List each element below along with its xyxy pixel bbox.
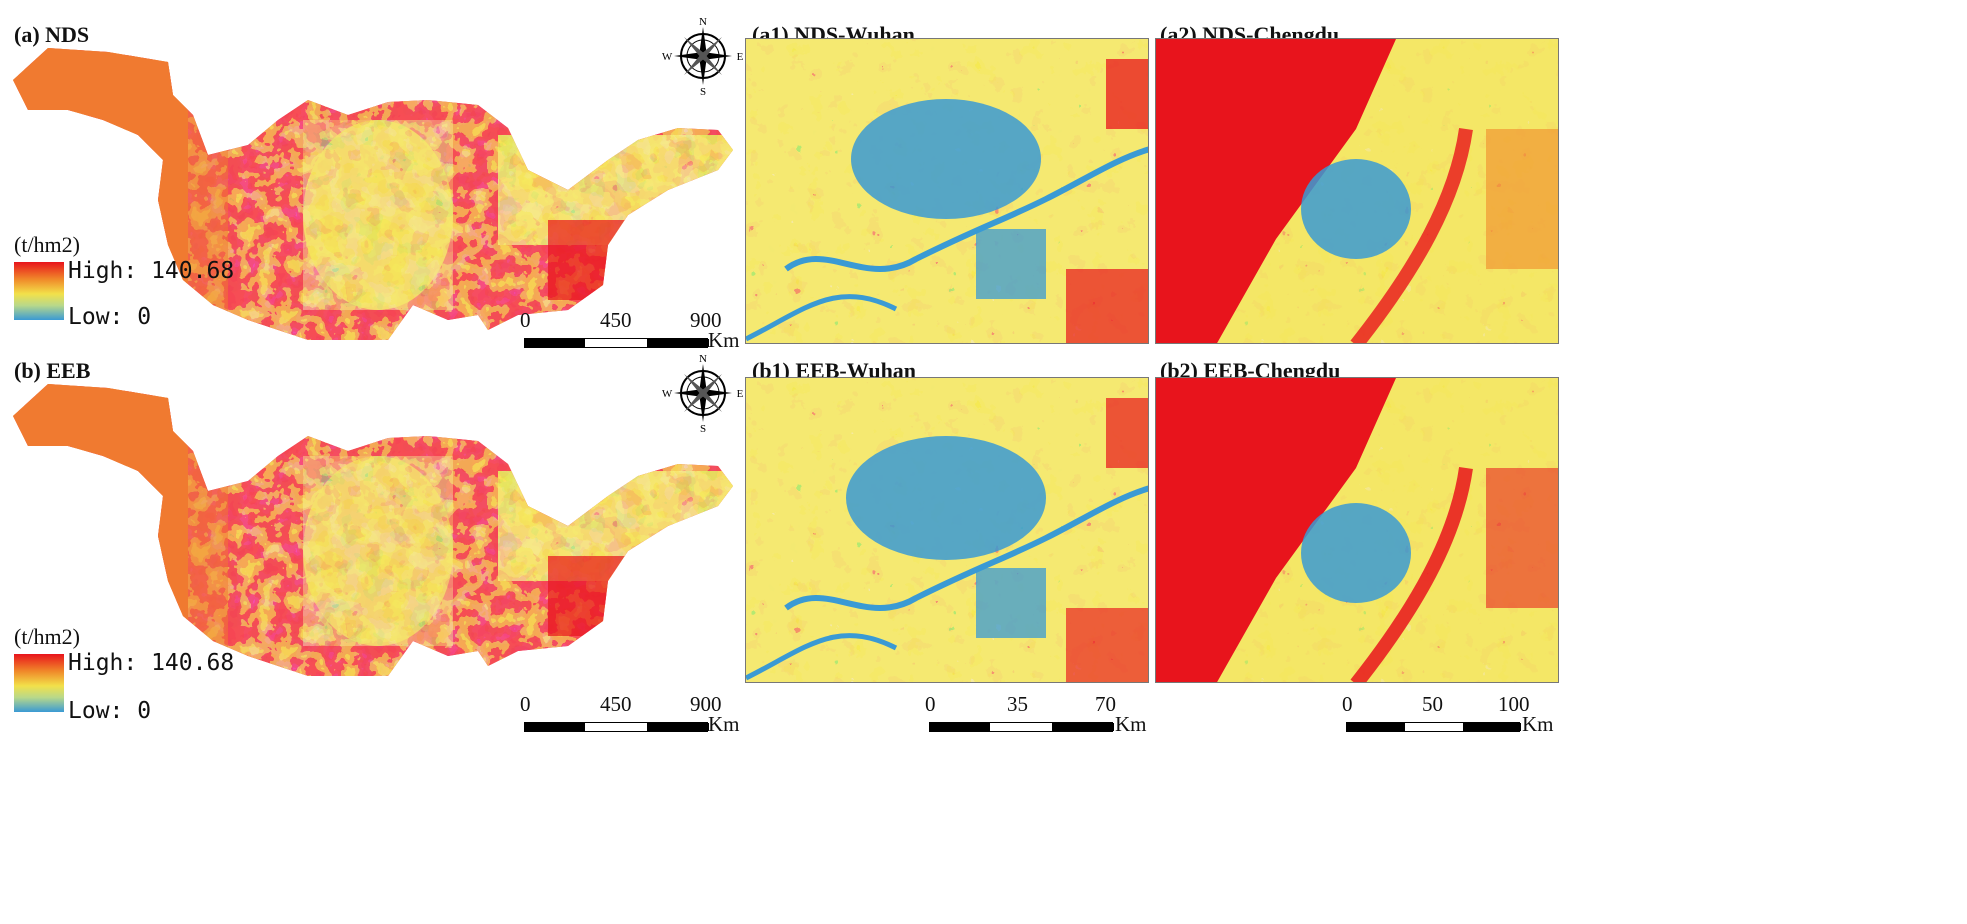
panel-a1-map [745, 38, 1149, 344]
scalebar-chengdu-tick-0: 0 [1342, 692, 1353, 716]
compass-a-s: S [700, 86, 706, 97]
scalebar-wuhan-tick-2: 70 [1095, 692, 1116, 716]
scalebar-wuhan: 0 35 70 Km [925, 692, 1155, 736]
scalebar-chengdu-bar [1346, 722, 1521, 732]
scalebar-b: 0 450 900 Km [520, 692, 750, 736]
compass-a-e: E [737, 51, 744, 63]
compass-a-n: N [699, 16, 707, 28]
scalebar-a-tick-0: 0 [520, 308, 531, 332]
legend-a-high: High: 140.68 [68, 258, 235, 284]
compass-b-n: N [699, 353, 707, 365]
legend-a-gradient [14, 262, 64, 320]
scalebar-chengdu-unit: Km [1522, 712, 1554, 736]
scalebar-b-tick-0: 0 [520, 692, 531, 716]
scalebar-a-tick-1: 450 [600, 308, 632, 332]
legend-a-unit: (t/hm2) [14, 232, 80, 257]
legend-b-gradient [14, 654, 64, 712]
compass-b-e: E [737, 388, 744, 400]
scalebar-b-bar [524, 722, 709, 732]
panel-b-title: (b) EEB [14, 358, 91, 383]
panel-b1-map [745, 377, 1149, 683]
scalebar-a-tick-2: 900 [690, 308, 722, 332]
legend-b-unit: (t/hm2) [14, 624, 80, 649]
north-arrow-icon: N S E W [662, 353, 744, 434]
scalebar-a-bar [524, 338, 709, 348]
scalebar-wuhan-unit: Km [1115, 712, 1147, 736]
compass-b-s: S [700, 423, 706, 434]
scalebar-chengdu-tick-2: 100 [1498, 692, 1530, 716]
scalebar-a-unit: Km [708, 328, 740, 352]
legend-a-low: Low: 0 [68, 304, 152, 330]
panel-b-basin-map [13, 384, 733, 676]
scalebar-a: 0 450 900 Km [520, 308, 750, 352]
panel-a-title: (a) NDS [14, 22, 90, 47]
scalebar-b-tick-1: 450 [600, 692, 632, 716]
compass-b-w: W [662, 388, 673, 400]
north-arrow-icon: N S E W [662, 16, 744, 97]
panel-b2-map [1155, 377, 1559, 683]
compass-a-w: W [662, 51, 673, 63]
legend-b-low: Low: 0 [68, 698, 152, 724]
scalebar-chengdu: 0 50 100 Km [1342, 692, 1562, 736]
scalebar-chengdu-tick-1: 50 [1422, 692, 1443, 716]
scalebar-b-unit: Km [708, 712, 740, 736]
scalebar-b-tick-2: 900 [690, 692, 722, 716]
scalebar-wuhan-bar [929, 722, 1114, 732]
legend-b-high: High: 140.68 [68, 650, 235, 676]
scalebar-wuhan-tick-0: 0 [925, 692, 936, 716]
panel-a2-map [1155, 38, 1559, 344]
panel-a-basin-map [13, 48, 733, 340]
scalebar-wuhan-tick-1: 35 [1007, 692, 1028, 716]
